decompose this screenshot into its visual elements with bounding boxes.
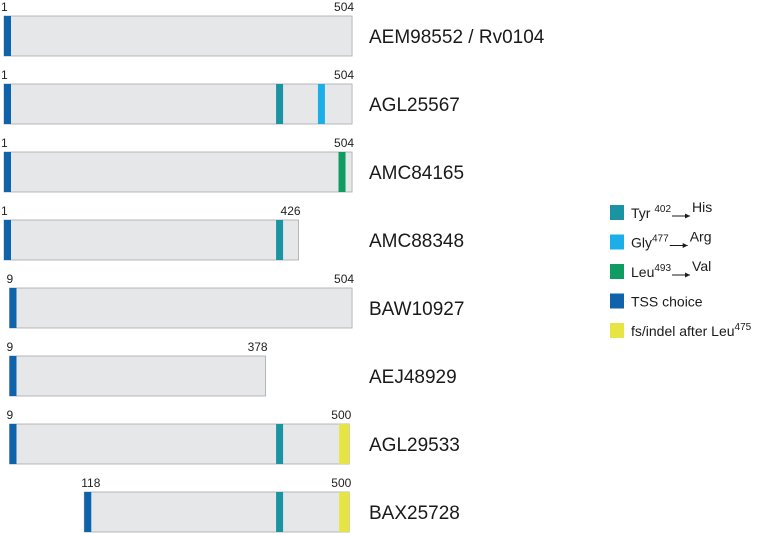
legend-label: Gly477 Arg <box>631 229 711 251</box>
legend-label: fs/indel after Leu475 <box>631 322 752 339</box>
start-position-label: 9 <box>6 272 13 286</box>
mark-tss <box>9 288 17 328</box>
legend-item-tyr402his: Tyr 402 His <box>610 199 712 221</box>
start-position-label: 118 <box>81 476 100 490</box>
mark-leu493val <box>338 152 346 192</box>
end-position-label: 504 <box>334 0 354 14</box>
end-position-label: 504 <box>334 68 354 82</box>
legend-item-leu493val: Leu493 Val <box>610 258 711 280</box>
mark-tss <box>9 356 17 396</box>
end-position-label: 504 <box>334 136 354 150</box>
legend-label: Leu493 Val <box>631 258 711 280</box>
end-position-label: 504 <box>334 272 354 286</box>
mark-tss <box>4 84 11 124</box>
mark-tss <box>4 152 11 192</box>
legend-swatch <box>610 264 624 279</box>
sequence-bar <box>9 287 353 329</box>
mark-tyr402his <box>276 220 284 260</box>
end-position-label: 500 <box>331 476 351 490</box>
sequence-row: 1 504 AGL25567 <box>1 68 460 125</box>
mark-gly477arg <box>317 84 325 124</box>
legend-swatch <box>610 205 624 220</box>
mark-tss <box>84 492 92 532</box>
legend-item-tss: TSS choice <box>610 293 703 310</box>
mark-tyr402his <box>276 84 284 124</box>
mark-tyr402his <box>276 492 284 532</box>
sequence-bar <box>9 355 267 397</box>
sequence-row: 118 500 BAX25728 <box>81 476 460 533</box>
row-label: AGL29533 <box>369 435 460 456</box>
mark-tss <box>4 220 11 260</box>
sequence-row: 9 504 BAW10927 <box>6 272 464 329</box>
legend-swatch <box>610 323 624 338</box>
mark-fs-indel <box>339 492 350 532</box>
legend-label: Tyr 402 His <box>631 199 712 221</box>
sequence-bar <box>3 15 353 57</box>
start-position-label: 1 <box>1 68 8 82</box>
sequence-bar <box>3 151 353 193</box>
row-label: AEJ48929 <box>369 367 457 388</box>
legend-label: TSS choice <box>631 294 703 310</box>
arrowhead-icon <box>685 213 691 219</box>
legend-swatch <box>610 234 624 250</box>
start-position-label: 1 <box>1 0 8 14</box>
start-position-label: 9 <box>6 408 13 422</box>
arrowhead-icon <box>682 243 688 248</box>
sequence-bar <box>83 491 350 533</box>
sequence-row: 9 500 AGL29533 <box>6 408 460 465</box>
start-position-label: 9 <box>6 340 13 354</box>
mark-tss <box>4 16 11 56</box>
mark-tss <box>9 424 17 464</box>
sequence-bar <box>3 83 353 125</box>
end-position-label: 426 <box>281 204 301 218</box>
legend-swatch <box>610 293 624 309</box>
row-label: AMC88348 <box>369 231 464 252</box>
mark-tyr402his <box>276 424 284 464</box>
legend: Tyr 402 His Gly477 Arg Leu493 Val TSS choic… <box>610 199 752 339</box>
end-position-label: 378 <box>248 340 268 354</box>
sequence-bar <box>9 423 350 465</box>
row-label: BAW10927 <box>369 299 464 320</box>
row-label: AMC84165 <box>369 163 464 184</box>
sequence-rows: 1 504 AEM98552 / Rv0104 1 504 AGL25567 1 504 AMC… <box>1 0 545 533</box>
start-position-label: 1 <box>1 136 8 150</box>
sequence-row: 1 426 AMC88348 <box>1 204 464 261</box>
row-label: BAX25728 <box>369 503 460 524</box>
end-position-label: 500 <box>331 408 351 422</box>
sequence-row: 9 378 AEJ48929 <box>6 340 457 397</box>
legend-item-fs-indel: fs/indel after Leu475 <box>610 322 752 339</box>
mark-fs-indel <box>339 424 350 464</box>
sequence-row: 1 504 AEM98552 / Rv0104 <box>1 0 545 57</box>
row-label: AGL25567 <box>369 95 460 116</box>
row-label: AEM98552 / Rv0104 <box>369 27 545 48</box>
arrowhead-icon <box>685 272 691 278</box>
legend-item-gly477arg: Gly477 Arg <box>610 229 711 251</box>
start-position-label: 1 <box>1 204 8 218</box>
sequence-row: 1 504 AMC84165 <box>1 136 464 193</box>
sequence-bar <box>3 219 299 261</box>
